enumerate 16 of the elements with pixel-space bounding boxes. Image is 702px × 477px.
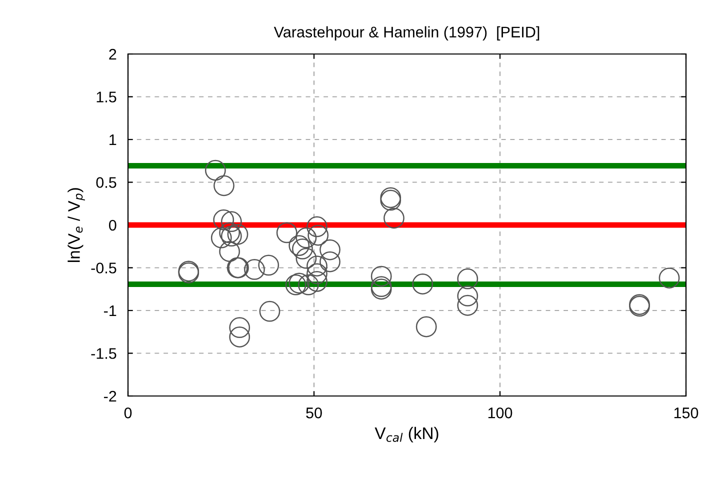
x-axis-title: V$_{cal}$ (kN): [374, 426, 438, 442]
x-tick-label: 150: [674, 408, 698, 418]
y-axis-title: ln(V$_{e}$ / V$_{p}$): [68, 188, 85, 262]
y-tick-label: 1: [110, 134, 116, 146]
x-tick-label: 0: [124, 408, 132, 418]
y-tick-label: 0: [108, 220, 116, 231]
y-tick-label: 0.5: [96, 177, 116, 188]
y-tick-label: 1.5: [96, 92, 116, 102]
y-tick-label: -2: [104, 390, 116, 402]
y-tick-label: -0.5: [91, 262, 116, 274]
y-tick-label: -1.5: [91, 348, 116, 359]
y-tick-label: -1: [104, 306, 116, 316]
x-tick-label: 100: [488, 408, 512, 418]
x-tick-label: 50: [306, 408, 322, 418]
chart-title: Varastehpour & Hamelin (1997) [PEID]: [274, 26, 540, 41]
y-tick-label: 2: [109, 48, 116, 60]
